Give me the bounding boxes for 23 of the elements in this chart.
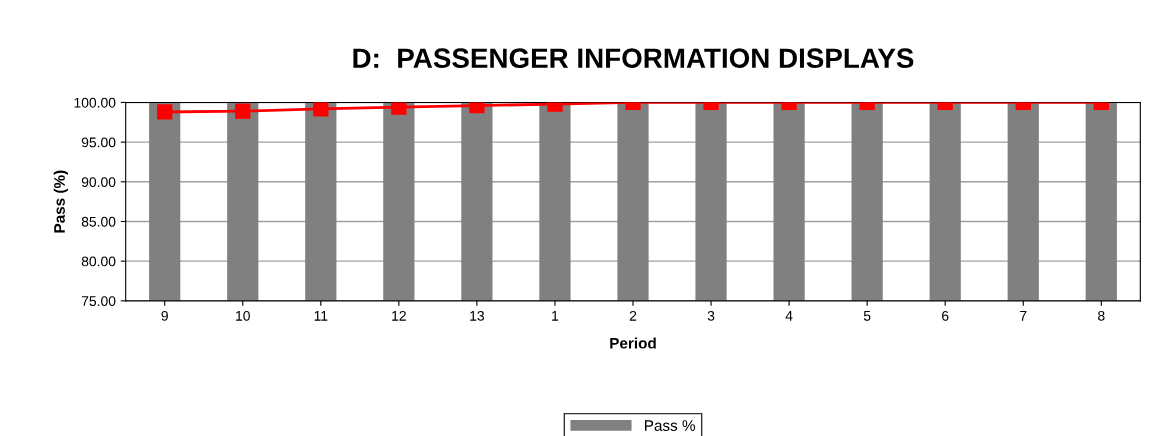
x-tick-label: 10 xyxy=(236,310,250,321)
x-axis-title: Period xyxy=(610,337,656,349)
x-tick-label: 5 xyxy=(863,311,871,321)
x-tick-label: 3 xyxy=(707,310,715,321)
y-tick-label: 75.00 xyxy=(81,296,116,307)
x-tick-label: 13 xyxy=(470,310,485,321)
x-tick-label: 1 xyxy=(552,311,559,321)
x-tick-label: 9 xyxy=(161,310,168,321)
x-tick-label: 2 xyxy=(629,310,637,321)
legend-label: Pass % xyxy=(645,420,696,431)
x-tick-label: 4 xyxy=(785,311,793,321)
chart-title: D: PASSENGER INFORMATION DISPLAYS xyxy=(353,48,914,69)
y-tick-label: 85.00 xyxy=(81,216,116,227)
x-tick-label: 11 xyxy=(314,311,328,321)
x-tick-label: 7 xyxy=(1020,311,1027,321)
y-tick-label: 100.00 xyxy=(74,97,116,108)
x-tick-label: 12 xyxy=(392,310,406,321)
y-tick-label: 90.00 xyxy=(81,177,116,187)
y-axis-title: Pass (%) xyxy=(53,170,68,233)
y-tick-label: 95.00 xyxy=(81,137,116,148)
x-tick-label: 6 xyxy=(942,310,949,321)
x-tick-label: 8 xyxy=(1098,310,1105,321)
y-tick-label: 80.00 xyxy=(81,256,116,267)
